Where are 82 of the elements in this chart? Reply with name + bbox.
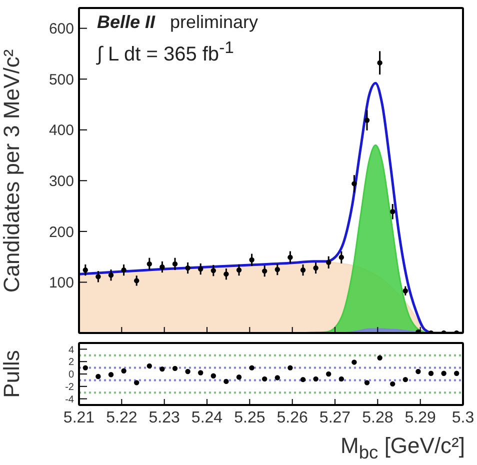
point	[146, 363, 152, 369]
point	[338, 254, 344, 260]
point	[82, 267, 88, 273]
x-tick-label: 5.3	[452, 409, 474, 426]
point	[416, 368, 421, 374]
y-tick-label: 2	[68, 357, 74, 368]
point	[198, 266, 204, 272]
y-tick-label: -4	[65, 394, 74, 406]
point	[313, 265, 318, 271]
point	[377, 355, 382, 360]
point	[352, 181, 357, 186]
point	[402, 376, 408, 382]
y-tick-label: 4	[68, 344, 74, 356]
point	[134, 278, 140, 284]
x-axis-title: M$_{bc}$ [GeV/c²]	[340, 433, 465, 464]
x-tick-label: 5.25	[234, 409, 266, 426]
point	[364, 380, 370, 386]
point	[108, 372, 114, 378]
point	[172, 261, 178, 267]
y-tick-label: 0	[68, 370, 74, 381]
y-tick-label: 500	[48, 71, 74, 88]
point	[313, 376, 318, 382]
point	[390, 381, 396, 387]
point	[224, 378, 229, 384]
point	[428, 370, 434, 376]
point	[236, 374, 242, 380]
point	[121, 368, 126, 374]
point	[160, 264, 165, 270]
point	[134, 380, 140, 386]
point	[224, 271, 229, 277]
point	[454, 370, 460, 376]
y-axis-title: Pulls	[0, 350, 25, 398]
point	[185, 368, 190, 374]
annotation: ∫ L dt = 365 fb$^{-1}$	[97, 38, 234, 67]
point	[288, 254, 293, 260]
y-tick-label: -2	[65, 382, 74, 393]
point	[185, 265, 190, 271]
point	[352, 360, 357, 365]
point	[262, 268, 268, 274]
x-tick-label: 5.29	[404, 409, 436, 426]
y-tick-label: 200	[48, 224, 74, 241]
point	[236, 267, 242, 273]
point	[377, 60, 382, 66]
point	[210, 268, 216, 274]
point	[326, 371, 332, 377]
point	[262, 376, 268, 382]
point	[146, 261, 152, 267]
point	[338, 376, 344, 382]
point	[210, 373, 216, 378]
point	[121, 267, 126, 273]
x-tick-label: 5.23	[148, 409, 180, 426]
annotation: Belle II	[97, 12, 156, 33]
point	[326, 260, 332, 266]
point	[274, 266, 280, 272]
annotation: preliminary	[170, 12, 258, 33]
point	[108, 272, 114, 278]
point	[300, 267, 306, 273]
point	[172, 366, 178, 372]
y-tick-label: 600	[48, 20, 74, 38]
y-tick-label: 400	[48, 122, 74, 140]
point	[288, 365, 293, 370]
point	[249, 365, 254, 370]
point	[390, 209, 396, 214]
x-tick-label: 5.27	[319, 409, 351, 426]
y-tick-label: 300	[48, 172, 74, 190]
point	[96, 274, 101, 280]
x-tick-label: 5.26	[276, 409, 308, 426]
point	[364, 118, 370, 123]
point	[82, 365, 88, 370]
point	[249, 257, 254, 262]
point	[274, 375, 280, 380]
x-tick-label: 5.28	[362, 409, 394, 426]
point	[198, 370, 204, 376]
y-tick-label: 100	[48, 274, 74, 292]
point	[160, 366, 165, 372]
x-tick-label: 5.21	[63, 409, 95, 426]
y-axis-title: Candidates per 3 MeV/c²	[0, 48, 25, 292]
x-tick-label: 5.22	[106, 409, 138, 426]
x-tick-label: 5.24	[191, 409, 223, 426]
point	[441, 370, 446, 376]
point	[96, 374, 101, 380]
point	[300, 376, 306, 382]
